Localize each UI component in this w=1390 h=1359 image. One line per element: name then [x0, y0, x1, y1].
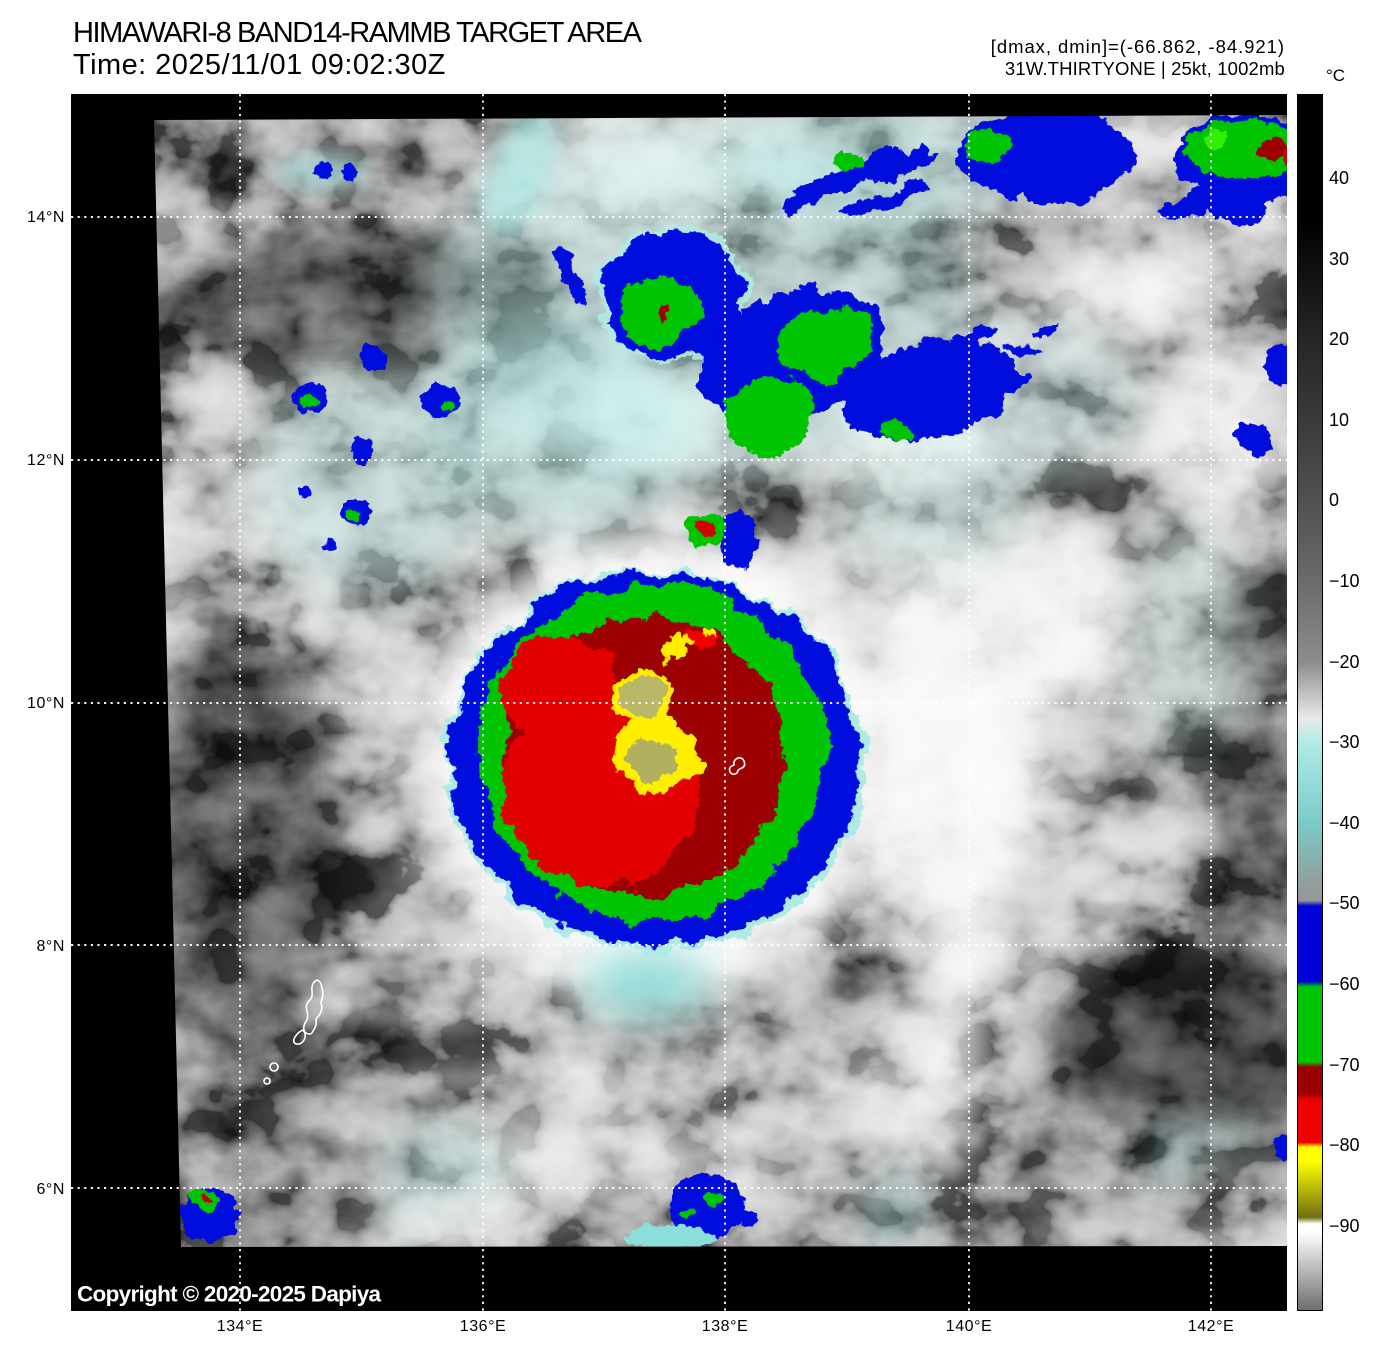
svg-text:Copyright © 2020-2025 Dapiya: Copyright © 2020-2025 Dapiya [77, 1282, 382, 1307]
